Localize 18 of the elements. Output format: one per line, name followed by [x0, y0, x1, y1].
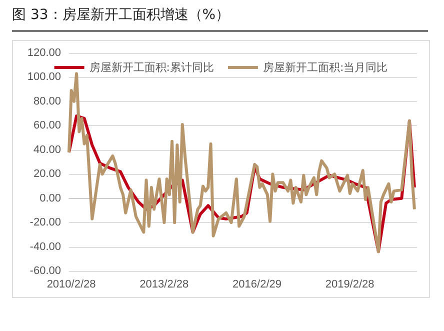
y-tick-label: 60.00 — [33, 120, 61, 132]
y-tick-label: -40.00 — [30, 240, 61, 253]
y-tick-label: -60.00 — [30, 265, 61, 277]
y-tick-label: -20.00 — [30, 216, 61, 229]
legend-label: 房屋新开工面积:当月同比 — [263, 61, 388, 74]
y-tick-label: 0.00 — [40, 192, 61, 204]
y-tick-label: 40.00 — [33, 144, 61, 156]
line-series — [68, 72, 416, 254]
x-tick-label: 2010/2/28 — [46, 278, 96, 290]
y-tick-label: 100.00 — [27, 71, 61, 84]
x-tick-label: 2016/2/29 — [232, 278, 282, 290]
x-tick-label: 2019/2/28 — [325, 278, 374, 290]
legend-label: 房屋新开工面积:累计同比 — [89, 61, 214, 74]
y-tick-label: 120.00 — [27, 47, 61, 59]
y-tick-label: 20.00 — [33, 168, 61, 180]
y-tick-label: 80.00 — [33, 95, 61, 108]
chart-title: 图 33：房屋新开工面积增速（%） — [12, 6, 428, 32]
x-tick-label: 2013/2/28 — [140, 278, 189, 290]
